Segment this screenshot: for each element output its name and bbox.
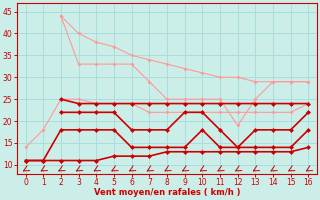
- X-axis label: Vent moyen/en rafales ( km/h ): Vent moyen/en rafales ( km/h ): [94, 188, 240, 197]
